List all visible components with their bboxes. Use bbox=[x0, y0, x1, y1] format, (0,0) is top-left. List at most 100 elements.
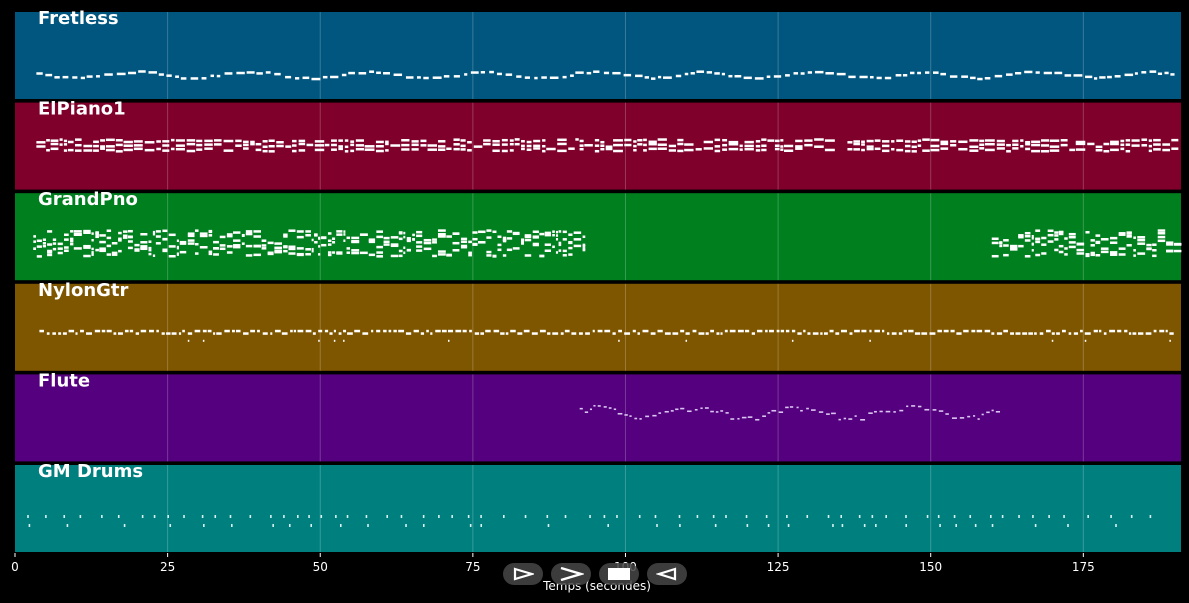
note bbox=[1075, 148, 1086, 151]
note bbox=[305, 234, 311, 237]
note bbox=[684, 148, 694, 152]
note bbox=[510, 329, 516, 333]
note bbox=[497, 248, 502, 252]
note bbox=[728, 147, 739, 151]
note bbox=[1018, 235, 1024, 239]
note bbox=[1041, 236, 1047, 240]
note bbox=[140, 246, 148, 250]
note bbox=[423, 76, 429, 80]
note bbox=[1054, 71, 1063, 75]
note bbox=[1141, 144, 1148, 147]
note bbox=[991, 524, 994, 527]
note bbox=[818, 411, 824, 413]
note bbox=[243, 332, 249, 335]
note bbox=[167, 515, 169, 518]
note bbox=[1103, 142, 1110, 146]
note bbox=[853, 142, 860, 146]
note bbox=[94, 329, 101, 333]
note bbox=[318, 245, 321, 248]
note bbox=[744, 144, 754, 148]
note bbox=[133, 140, 143, 143]
note bbox=[1171, 147, 1179, 150]
note bbox=[57, 251, 63, 255]
rewind-button[interactable] bbox=[503, 563, 543, 585]
note bbox=[716, 332, 720, 335]
note bbox=[804, 139, 813, 142]
note bbox=[152, 230, 156, 234]
note bbox=[305, 329, 312, 333]
note bbox=[344, 145, 349, 149]
note bbox=[123, 144, 133, 147]
note bbox=[939, 524, 941, 527]
play-button[interactable] bbox=[551, 563, 591, 585]
note bbox=[696, 70, 705, 73]
note bbox=[332, 241, 336, 244]
note bbox=[564, 515, 567, 518]
note bbox=[739, 144, 743, 148]
note bbox=[390, 144, 401, 147]
note bbox=[351, 239, 360, 243]
note bbox=[859, 75, 868, 79]
note bbox=[91, 247, 94, 251]
note bbox=[489, 70, 494, 74]
note bbox=[446, 147, 452, 151]
note bbox=[437, 233, 446, 236]
note bbox=[747, 416, 753, 418]
note bbox=[1064, 253, 1068, 256]
note bbox=[728, 74, 733, 78]
note bbox=[582, 243, 586, 247]
x-tick-label: 50 bbox=[313, 560, 328, 574]
note bbox=[296, 247, 304, 250]
note bbox=[66, 524, 69, 527]
note bbox=[276, 144, 284, 148]
note bbox=[422, 524, 425, 527]
note bbox=[917, 139, 922, 142]
note bbox=[249, 515, 252, 518]
note bbox=[814, 138, 824, 141]
note bbox=[575, 138, 579, 141]
note bbox=[70, 237, 74, 241]
note bbox=[1131, 139, 1140, 142]
note bbox=[261, 247, 267, 250]
stop-button[interactable] bbox=[599, 563, 639, 585]
note bbox=[416, 241, 423, 244]
note bbox=[432, 241, 437, 244]
note bbox=[1046, 329, 1051, 333]
note bbox=[827, 515, 830, 518]
note bbox=[148, 248, 152, 252]
note bbox=[933, 71, 939, 74]
note bbox=[1003, 239, 1009, 242]
note bbox=[492, 139, 500, 143]
note bbox=[36, 239, 42, 243]
note bbox=[50, 139, 59, 142]
note bbox=[623, 73, 632, 77]
note bbox=[1056, 332, 1060, 335]
note bbox=[1047, 233, 1054, 237]
note bbox=[999, 241, 1003, 244]
note bbox=[148, 240, 152, 243]
note bbox=[668, 149, 677, 152]
note bbox=[320, 515, 323, 518]
note bbox=[430, 332, 433, 335]
note bbox=[1133, 236, 1136, 239]
note bbox=[1010, 332, 1015, 335]
back-button[interactable] bbox=[647, 563, 687, 585]
note bbox=[573, 231, 582, 234]
note bbox=[1031, 237, 1034, 240]
note bbox=[235, 144, 242, 147]
note bbox=[1165, 329, 1168, 333]
note bbox=[633, 148, 637, 152]
note bbox=[283, 233, 288, 236]
note bbox=[460, 244, 468, 248]
note bbox=[1099, 76, 1106, 79]
note bbox=[376, 230, 384, 233]
note bbox=[371, 329, 374, 333]
note bbox=[672, 332, 679, 335]
note bbox=[497, 243, 502, 247]
note bbox=[36, 245, 42, 248]
note bbox=[755, 144, 761, 148]
note bbox=[1034, 332, 1037, 335]
note bbox=[390, 244, 399, 248]
note bbox=[1025, 142, 1031, 146]
note bbox=[555, 234, 559, 237]
